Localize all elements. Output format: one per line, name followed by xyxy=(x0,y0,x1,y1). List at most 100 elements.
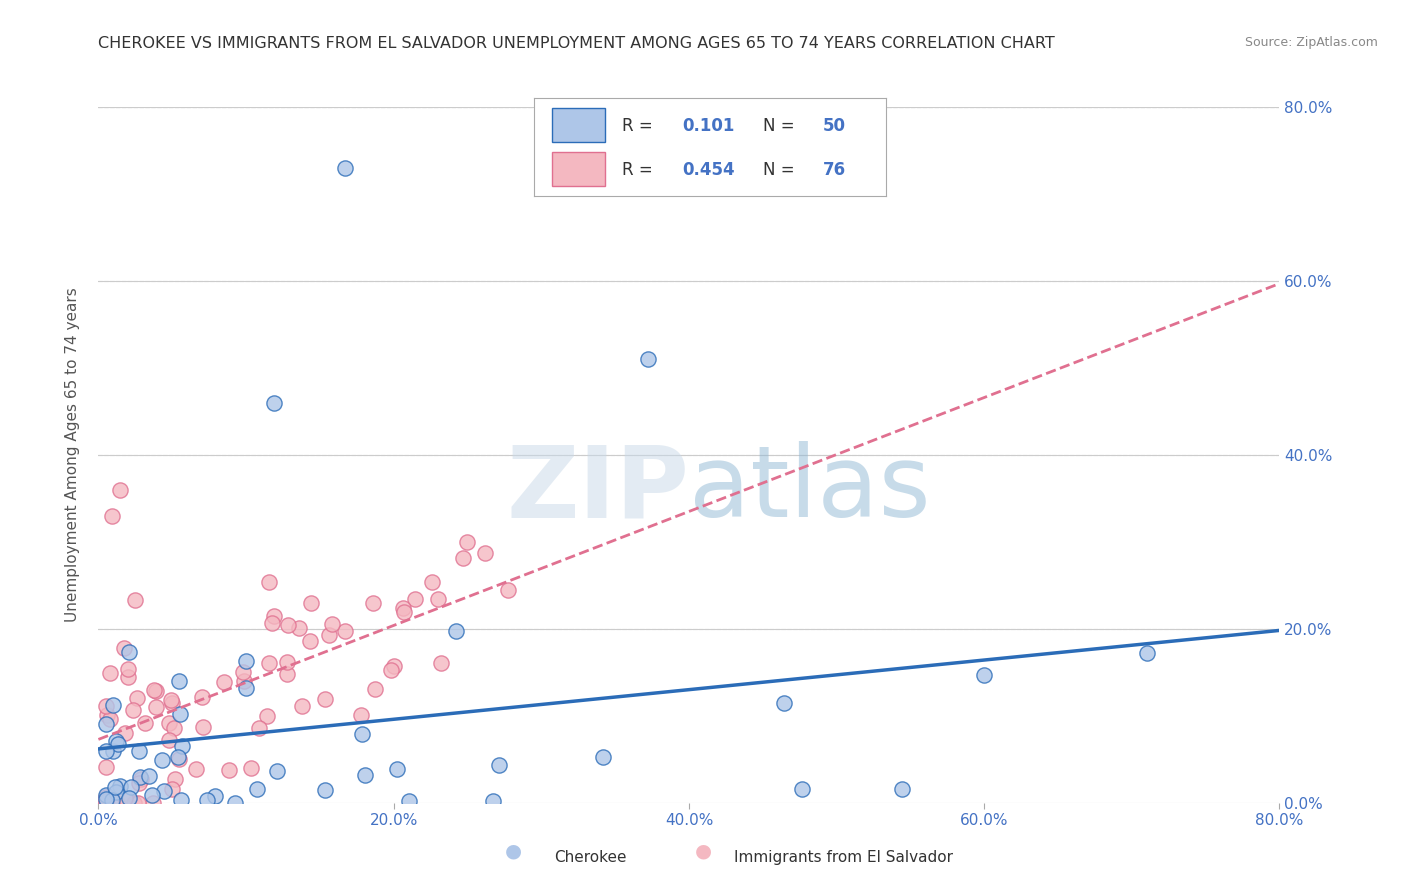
Point xyxy=(94,760,117,774)
Text: 0.101: 0.101 xyxy=(682,117,734,135)
Point xyxy=(637,352,659,367)
Point xyxy=(105,796,128,810)
Point xyxy=(142,796,165,810)
Text: atlas: atlas xyxy=(689,442,931,538)
Point xyxy=(430,656,453,670)
Point xyxy=(117,662,139,676)
Point xyxy=(218,763,240,777)
Text: N =: N = xyxy=(762,161,800,178)
Text: ZIP: ZIP xyxy=(506,442,689,538)
Point xyxy=(162,696,184,710)
Point xyxy=(291,699,314,714)
Point xyxy=(122,796,145,810)
Point xyxy=(122,703,145,717)
Point xyxy=(94,793,117,807)
Point xyxy=(114,790,136,805)
Point xyxy=(321,617,343,632)
Point xyxy=(94,796,117,810)
Text: N =: N = xyxy=(762,117,800,135)
Point xyxy=(246,782,269,797)
Point xyxy=(134,715,156,730)
Point xyxy=(105,785,128,799)
Point xyxy=(256,708,278,723)
Text: 0.454: 0.454 xyxy=(682,161,734,178)
Point xyxy=(100,508,122,523)
Point xyxy=(160,781,183,796)
Point xyxy=(392,600,415,615)
Point xyxy=(94,789,117,804)
Bar xyxy=(551,108,605,142)
Point xyxy=(114,726,136,740)
Point xyxy=(398,794,420,808)
Point xyxy=(143,683,166,698)
Point xyxy=(263,396,285,410)
Point xyxy=(263,608,285,623)
Point xyxy=(350,707,373,722)
Bar xyxy=(551,152,605,186)
Point xyxy=(163,721,186,735)
Point xyxy=(129,772,152,786)
Point xyxy=(382,659,405,673)
Point xyxy=(333,161,356,175)
Y-axis label: Unemployment Among Ages 65 to 74 years: Unemployment Among Ages 65 to 74 years xyxy=(65,287,80,623)
Point xyxy=(129,770,152,784)
Point xyxy=(117,670,139,684)
Point xyxy=(276,655,298,669)
Point xyxy=(333,624,356,639)
Point xyxy=(276,667,298,681)
Point xyxy=(318,628,340,642)
Point xyxy=(120,780,142,795)
Text: Cherokee: Cherokee xyxy=(554,850,627,865)
Point xyxy=(299,595,322,609)
Point xyxy=(94,791,117,805)
Point xyxy=(163,772,186,786)
Point xyxy=(260,615,283,630)
Point xyxy=(350,726,373,740)
Point xyxy=(973,667,995,681)
Point xyxy=(385,762,408,776)
Point xyxy=(128,744,150,758)
Text: ●: ● xyxy=(695,842,711,861)
Text: Immigrants from El Salvador: Immigrants from El Salvador xyxy=(734,850,953,865)
Point xyxy=(314,782,336,797)
Point xyxy=(364,681,387,696)
Point xyxy=(145,684,167,698)
Point xyxy=(108,483,131,497)
Point xyxy=(108,779,131,793)
Point xyxy=(105,734,128,748)
Point xyxy=(299,634,322,648)
Point xyxy=(103,698,125,713)
Text: 76: 76 xyxy=(823,161,845,178)
Point xyxy=(482,793,505,807)
Point xyxy=(354,768,377,782)
Text: ●: ● xyxy=(505,842,522,861)
Point xyxy=(496,582,519,597)
Point xyxy=(167,752,190,766)
Point xyxy=(235,654,257,668)
Point xyxy=(100,712,122,726)
Point xyxy=(1135,646,1157,660)
Point xyxy=(592,750,614,764)
Point xyxy=(153,784,176,798)
Point xyxy=(145,700,167,714)
Point xyxy=(169,707,191,722)
Point xyxy=(138,768,160,782)
Point xyxy=(159,732,181,747)
Point xyxy=(157,715,180,730)
Point xyxy=(288,621,311,635)
Point xyxy=(98,665,121,680)
Point xyxy=(380,664,402,678)
Point xyxy=(247,721,270,735)
Point xyxy=(141,788,163,802)
Point xyxy=(212,675,235,690)
Text: 50: 50 xyxy=(823,117,845,135)
Point xyxy=(224,796,246,810)
Point xyxy=(191,720,214,734)
Point xyxy=(104,780,127,795)
Point xyxy=(94,744,117,758)
Point xyxy=(167,750,190,764)
Point xyxy=(232,665,254,680)
Text: Source: ZipAtlas.com: Source: ZipAtlas.com xyxy=(1244,36,1378,49)
Point xyxy=(118,790,141,805)
Point xyxy=(94,717,117,731)
